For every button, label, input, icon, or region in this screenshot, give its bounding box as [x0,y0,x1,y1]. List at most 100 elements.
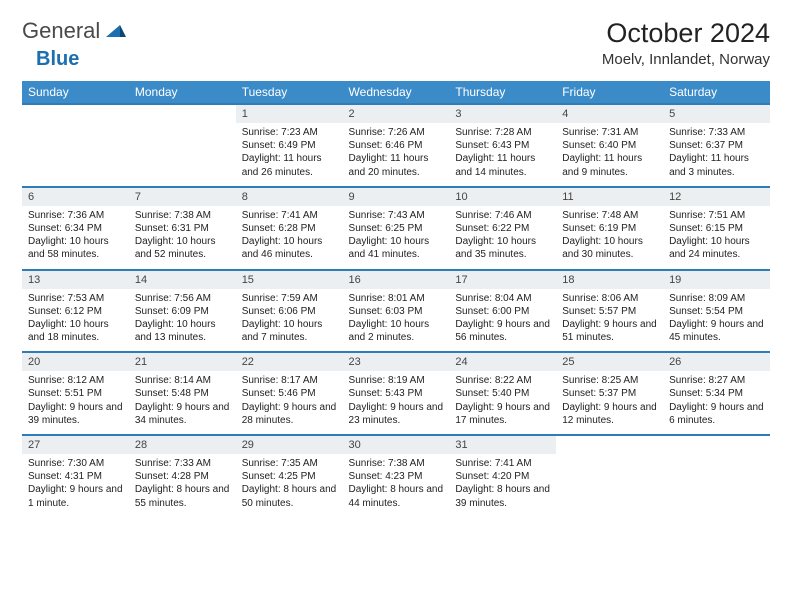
day-number: 27 [22,436,129,454]
calendar-day: 29Sunrise: 7:35 AMSunset: 4:25 PMDayligh… [236,435,343,517]
calendar-day: 2Sunrise: 7:26 AMSunset: 6:46 PMDaylight… [343,104,450,187]
calendar-day: 20Sunrise: 8:12 AMSunset: 5:51 PMDayligh… [22,352,129,435]
day-number: 13 [22,271,129,289]
day-details: Sunrise: 8:12 AMSunset: 5:51 PMDaylight:… [22,371,129,434]
day-number: 11 [556,188,663,206]
calendar-day: 21Sunrise: 8:14 AMSunset: 5:48 PMDayligh… [129,352,236,435]
day-number: 2 [343,105,450,123]
calendar-week: 20Sunrise: 8:12 AMSunset: 5:51 PMDayligh… [22,352,770,435]
day-details: Sunrise: 7:28 AMSunset: 6:43 PMDaylight:… [449,123,556,186]
day-details [663,454,770,464]
day-details: Sunrise: 7:53 AMSunset: 6:12 PMDaylight:… [22,289,129,352]
day-number: 31 [449,436,556,454]
day-number: 23 [343,353,450,371]
calendar-day-empty [663,435,770,517]
day-number: 24 [449,353,556,371]
day-details: Sunrise: 7:59 AMSunset: 6:06 PMDaylight:… [236,289,343,352]
day-number: 3 [449,105,556,123]
day-details: Sunrise: 7:26 AMSunset: 6:46 PMDaylight:… [343,123,450,186]
calendar-day: 6Sunrise: 7:36 AMSunset: 6:34 PMDaylight… [22,187,129,270]
day-details: Sunrise: 7:43 AMSunset: 6:25 PMDaylight:… [343,206,450,269]
day-number: 10 [449,188,556,206]
weekday-header: Wednesday [343,81,450,104]
day-number [22,105,129,123]
day-details: Sunrise: 8:25 AMSunset: 5:37 PMDaylight:… [556,371,663,434]
location: Moelv, Innlandet, Norway [602,51,770,68]
logo: General [22,18,126,44]
day-number: 25 [556,353,663,371]
day-details: Sunrise: 8:14 AMSunset: 5:48 PMDaylight:… [129,371,236,434]
calendar-day-empty [22,104,129,187]
calendar-day: 7Sunrise: 7:38 AMSunset: 6:31 PMDaylight… [129,187,236,270]
day-number: 28 [129,436,236,454]
calendar-day: 27Sunrise: 7:30 AMSunset: 4:31 PMDayligh… [22,435,129,517]
day-number: 5 [663,105,770,123]
day-number: 6 [22,188,129,206]
day-number: 22 [236,353,343,371]
calendar-day: 5Sunrise: 7:33 AMSunset: 6:37 PMDaylight… [663,104,770,187]
day-details [22,123,129,133]
day-details [556,454,663,464]
day-number: 29 [236,436,343,454]
calendar-day: 8Sunrise: 7:41 AMSunset: 6:28 PMDaylight… [236,187,343,270]
weekday-header: Sunday [22,81,129,104]
day-number: 15 [236,271,343,289]
calendar-day: 28Sunrise: 7:33 AMSunset: 4:28 PMDayligh… [129,435,236,517]
day-details: Sunrise: 7:33 AMSunset: 4:28 PMDaylight:… [129,454,236,517]
calendar-day: 10Sunrise: 7:46 AMSunset: 6:22 PMDayligh… [449,187,556,270]
day-details: Sunrise: 7:36 AMSunset: 6:34 PMDaylight:… [22,206,129,269]
page-title: October 2024 [602,18,770,49]
calendar-week: 27Sunrise: 7:30 AMSunset: 4:31 PMDayligh… [22,435,770,517]
calendar-day: 3Sunrise: 7:28 AMSunset: 6:43 PMDaylight… [449,104,556,187]
day-number: 12 [663,188,770,206]
calendar-day: 14Sunrise: 7:56 AMSunset: 6:09 PMDayligh… [129,270,236,353]
calendar-day: 15Sunrise: 7:59 AMSunset: 6:06 PMDayligh… [236,270,343,353]
logo-word2: Blue [36,48,79,71]
day-number [556,436,663,454]
day-details: Sunrise: 8:06 AMSunset: 5:57 PMDaylight:… [556,289,663,352]
logo-icon [106,23,126,39]
day-number: 21 [129,353,236,371]
calendar-week: 1Sunrise: 7:23 AMSunset: 6:49 PMDaylight… [22,104,770,187]
day-details: Sunrise: 7:56 AMSunset: 6:09 PMDaylight:… [129,289,236,352]
day-number: 19 [663,271,770,289]
calendar-week: 13Sunrise: 7:53 AMSunset: 6:12 PMDayligh… [22,270,770,353]
day-details: Sunrise: 7:38 AMSunset: 4:23 PMDaylight:… [343,454,450,517]
day-details: Sunrise: 7:33 AMSunset: 6:37 PMDaylight:… [663,123,770,186]
day-details: Sunrise: 8:09 AMSunset: 5:54 PMDaylight:… [663,289,770,352]
day-details: Sunrise: 7:35 AMSunset: 4:25 PMDaylight:… [236,454,343,517]
day-details: Sunrise: 7:23 AMSunset: 6:49 PMDaylight:… [236,123,343,186]
calendar-day: 12Sunrise: 7:51 AMSunset: 6:15 PMDayligh… [663,187,770,270]
day-number: 14 [129,271,236,289]
day-details: Sunrise: 8:27 AMSunset: 5:34 PMDaylight:… [663,371,770,434]
day-details: Sunrise: 7:38 AMSunset: 6:31 PMDaylight:… [129,206,236,269]
calendar-day: 31Sunrise: 7:41 AMSunset: 4:20 PMDayligh… [449,435,556,517]
logo-word1: General [22,18,100,44]
calendar-day: 23Sunrise: 8:19 AMSunset: 5:43 PMDayligh… [343,352,450,435]
day-details: Sunrise: 7:41 AMSunset: 4:20 PMDaylight:… [449,454,556,517]
day-details: Sunrise: 8:01 AMSunset: 6:03 PMDaylight:… [343,289,450,352]
weekday-header: Monday [129,81,236,104]
day-number: 7 [129,188,236,206]
calendar-day: 11Sunrise: 7:48 AMSunset: 6:19 PMDayligh… [556,187,663,270]
day-number: 17 [449,271,556,289]
weekday-header: Thursday [449,81,556,104]
calendar-day: 1Sunrise: 7:23 AMSunset: 6:49 PMDaylight… [236,104,343,187]
calendar-day: 17Sunrise: 8:04 AMSunset: 6:00 PMDayligh… [449,270,556,353]
calendar-day-empty [556,435,663,517]
day-details: Sunrise: 8:22 AMSunset: 5:40 PMDaylight:… [449,371,556,434]
day-details: Sunrise: 7:48 AMSunset: 6:19 PMDaylight:… [556,206,663,269]
weekday-header: Friday [556,81,663,104]
day-number: 9 [343,188,450,206]
day-number: 1 [236,105,343,123]
day-details: Sunrise: 7:51 AMSunset: 6:15 PMDaylight:… [663,206,770,269]
calendar-day: 19Sunrise: 8:09 AMSunset: 5:54 PMDayligh… [663,270,770,353]
day-details [129,123,236,133]
day-number: 18 [556,271,663,289]
day-details: Sunrise: 8:19 AMSunset: 5:43 PMDaylight:… [343,371,450,434]
calendar-day: 16Sunrise: 8:01 AMSunset: 6:03 PMDayligh… [343,270,450,353]
day-number [663,436,770,454]
calendar-day: 25Sunrise: 8:25 AMSunset: 5:37 PMDayligh… [556,352,663,435]
calendar-day: 9Sunrise: 7:43 AMSunset: 6:25 PMDaylight… [343,187,450,270]
calendar-day: 22Sunrise: 8:17 AMSunset: 5:46 PMDayligh… [236,352,343,435]
